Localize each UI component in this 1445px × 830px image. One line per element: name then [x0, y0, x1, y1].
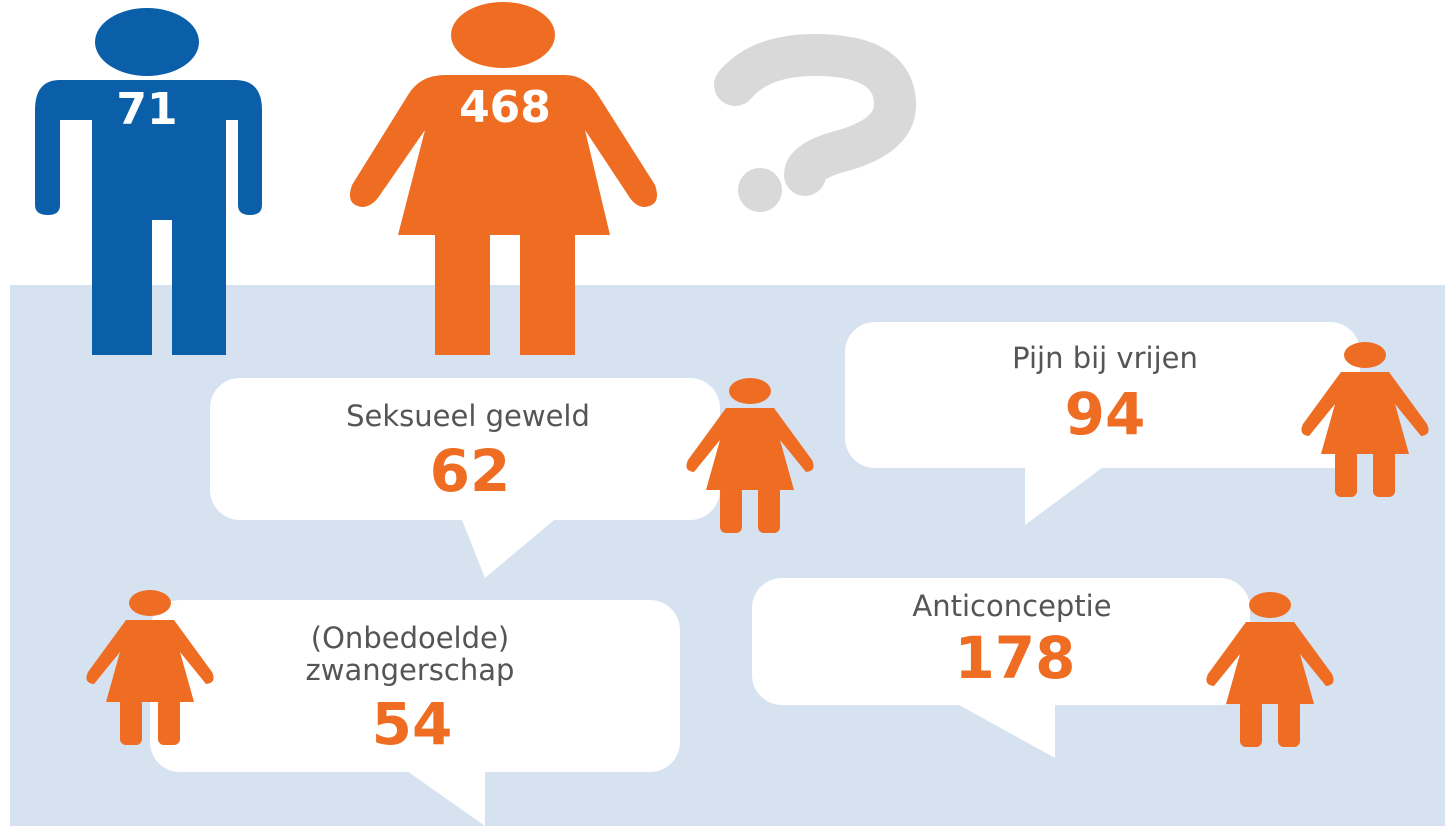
bubble-value: 94	[1065, 380, 1146, 448]
bubble-label: Seksueel geweld	[346, 399, 590, 433]
men-count: 71	[116, 84, 177, 135]
bubble	[210, 378, 720, 578]
bubble-label: zwangerschap	[306, 653, 515, 687]
bubble	[752, 578, 1250, 758]
bubble-value: 178	[954, 624, 1075, 692]
bubble-label: (Onbedoelde)	[311, 621, 509, 655]
bubble-value: 62	[430, 437, 511, 505]
man-figure	[35, 8, 262, 355]
bubble	[150, 600, 680, 826]
women-count: 468	[459, 82, 551, 133]
woman-figure	[349, 2, 658, 355]
bubble-label: Anticonceptie	[912, 589, 1111, 623]
question-mark	[714, 33, 917, 212]
bubble	[845, 322, 1360, 525]
bubble-value: 54	[372, 690, 453, 758]
bubble-label: Pijn bij vrijen	[1012, 341, 1198, 375]
